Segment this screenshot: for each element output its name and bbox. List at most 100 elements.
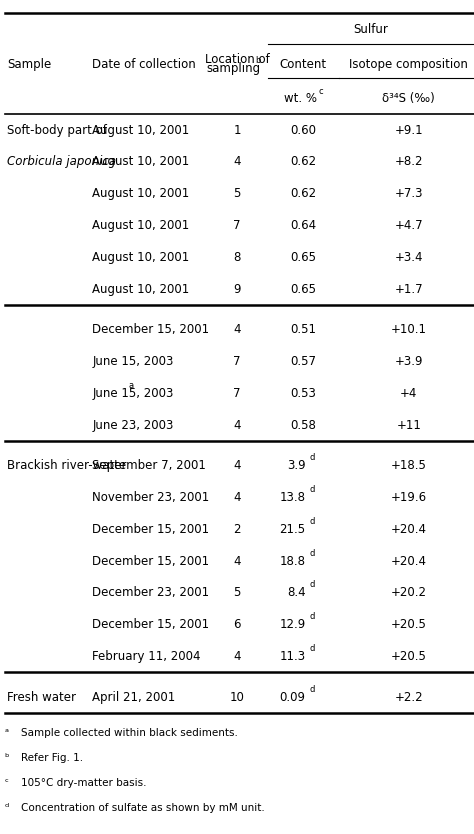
Text: 11.3: 11.3 [280, 650, 306, 663]
Text: November 23, 2001: November 23, 2001 [92, 491, 210, 504]
Text: 0.65: 0.65 [291, 283, 316, 295]
Text: ᵈ: ᵈ [5, 803, 9, 813]
Text: 0.60: 0.60 [291, 123, 316, 137]
Text: +9.1: +9.1 [394, 123, 423, 137]
Text: 0.65: 0.65 [291, 251, 316, 264]
Text: +20.5: +20.5 [391, 650, 427, 663]
Text: 10: 10 [229, 691, 245, 704]
Text: 4: 4 [233, 555, 241, 568]
Text: d: d [309, 580, 314, 590]
Text: Sample: Sample [7, 58, 51, 71]
Text: +11: +11 [396, 419, 421, 431]
Text: Isotope composition: Isotope composition [349, 58, 468, 71]
Text: +18.5: +18.5 [391, 460, 427, 472]
Text: June 15, 2003: June 15, 2003 [92, 355, 174, 368]
Text: a: a [128, 381, 133, 389]
Text: +10.1: +10.1 [391, 324, 427, 336]
Text: December 15, 2001: December 15, 2001 [92, 324, 210, 336]
Text: 1: 1 [233, 123, 241, 137]
Text: 5: 5 [233, 187, 241, 200]
Text: Concentration of sulfate as shown by mM unit.: Concentration of sulfate as shown by mM … [21, 803, 265, 813]
Text: August 10, 2001: August 10, 2001 [92, 251, 190, 264]
Text: Sulfur: Sulfur [354, 23, 388, 36]
Text: 4: 4 [233, 650, 241, 663]
Text: August 10, 2001: August 10, 2001 [92, 155, 190, 168]
Text: +20.2: +20.2 [391, 586, 427, 600]
Text: +1.7: +1.7 [394, 283, 423, 295]
Text: Date of collection: Date of collection [92, 58, 196, 71]
Text: 7: 7 [233, 219, 241, 232]
Text: +20.4: +20.4 [391, 523, 427, 536]
Text: b: b [255, 56, 260, 65]
Text: December 15, 2001: December 15, 2001 [92, 618, 210, 631]
Text: 0.62: 0.62 [290, 155, 317, 168]
Text: 0.09: 0.09 [280, 691, 306, 704]
Text: 0.51: 0.51 [291, 324, 316, 336]
Text: d: d [309, 485, 314, 494]
Text: 0.62: 0.62 [290, 187, 317, 200]
Text: d: d [309, 549, 314, 558]
Text: 4: 4 [233, 491, 241, 504]
Text: August 10, 2001: August 10, 2001 [92, 283, 190, 295]
Text: 4: 4 [233, 460, 241, 472]
Text: 105°C dry-matter basis.: 105°C dry-matter basis. [21, 778, 147, 788]
Text: c: c [319, 87, 323, 96]
Text: δ³⁴S (‰): δ³⁴S (‰) [383, 93, 435, 105]
Text: Corbicula japonica: Corbicula japonica [7, 155, 116, 168]
Text: 9: 9 [233, 283, 241, 295]
Text: Fresh water: Fresh water [7, 691, 76, 704]
Text: September 7, 2001: September 7, 2001 [92, 460, 206, 472]
Text: December 15, 2001: December 15, 2001 [92, 555, 210, 568]
Text: 12.9: 12.9 [280, 618, 306, 631]
Text: 7: 7 [233, 355, 241, 368]
Text: 21.5: 21.5 [280, 523, 306, 536]
Text: +4.7: +4.7 [394, 219, 423, 232]
Text: 7: 7 [233, 387, 241, 399]
Text: +3.4: +3.4 [394, 251, 423, 264]
Text: 3.9: 3.9 [287, 460, 306, 472]
Text: 2: 2 [233, 523, 241, 536]
Text: August 10, 2001: August 10, 2001 [92, 123, 190, 137]
Text: ᶜ: ᶜ [5, 778, 9, 788]
Text: d: d [309, 685, 314, 694]
Text: 18.8: 18.8 [280, 555, 306, 568]
Text: Refer Fig. 1.: Refer Fig. 1. [21, 753, 83, 763]
Text: +8.2: +8.2 [394, 155, 423, 168]
Text: +20.4: +20.4 [391, 555, 427, 568]
Text: wt. %: wt. % [284, 93, 318, 105]
Text: sampling: sampling [206, 62, 260, 75]
Text: +4: +4 [400, 387, 418, 399]
Text: 8.4: 8.4 [287, 586, 306, 600]
Text: December 15, 2001: December 15, 2001 [92, 523, 210, 536]
Text: 4: 4 [233, 155, 241, 168]
Text: December 23, 2001: December 23, 2001 [92, 586, 210, 600]
Text: Location of: Location of [205, 53, 269, 66]
Text: 0.53: 0.53 [291, 387, 316, 399]
Text: d: d [309, 454, 314, 462]
Text: d: d [309, 612, 314, 621]
Text: 4: 4 [233, 419, 241, 431]
Text: 13.8: 13.8 [280, 491, 306, 504]
Text: 0.58: 0.58 [291, 419, 316, 431]
Text: 0.64: 0.64 [290, 219, 317, 232]
Text: February 11, 2004: February 11, 2004 [92, 650, 201, 663]
Text: June 15, 2003: June 15, 2003 [92, 387, 174, 399]
Text: Soft-body part of: Soft-body part of [7, 123, 107, 137]
Text: Sample collected within black sediments.: Sample collected within black sediments. [21, 728, 238, 738]
Text: +7.3: +7.3 [394, 187, 423, 200]
Text: Content: Content [280, 58, 327, 71]
Text: 5: 5 [233, 586, 241, 600]
Text: April 21, 2001: April 21, 2001 [92, 691, 176, 704]
Text: +19.6: +19.6 [391, 491, 427, 504]
Text: August 10, 2001: August 10, 2001 [92, 187, 190, 200]
Text: 6: 6 [233, 618, 241, 631]
Text: 0.57: 0.57 [291, 355, 316, 368]
Text: 8: 8 [233, 251, 241, 264]
Text: +2.2: +2.2 [394, 691, 423, 704]
Text: 4: 4 [233, 324, 241, 336]
Text: June 23, 2003: June 23, 2003 [92, 419, 174, 431]
Text: ᵇ: ᵇ [5, 753, 9, 763]
Text: ᵃ: ᵃ [5, 728, 9, 738]
Text: Brackish river-water: Brackish river-water [7, 460, 127, 472]
Text: d: d [309, 644, 314, 653]
